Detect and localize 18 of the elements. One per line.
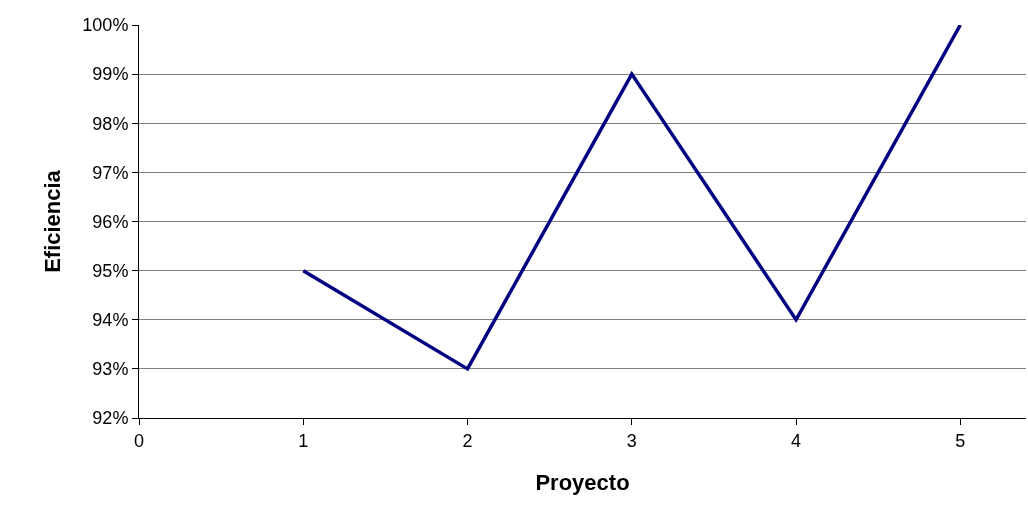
x-tick-label: 3 [626, 430, 637, 451]
x-tick-label: 4 [791, 430, 802, 451]
x-tick-label: 2 [462, 430, 473, 451]
x-axis-title: Proyecto [535, 470, 630, 496]
line-series [301, 25, 963, 371]
y-tick-label: 98% [92, 113, 129, 134]
y-tick-label: 95% [92, 260, 129, 281]
x-tick-label: 0 [133, 430, 145, 451]
y-tick-label: 97% [92, 162, 129, 183]
y-tick-label: 93% [92, 359, 129, 380]
x-tick-label: 1 [298, 430, 309, 451]
y-tick-label: 100% [82, 15, 129, 36]
x-tick-label: 5 [955, 430, 966, 451]
y-tick-label: 92% [92, 408, 129, 429]
y-tick-label: 96% [92, 211, 129, 232]
y-tick-label: 94% [92, 310, 129, 331]
y-axis-title: Eficiencia [40, 169, 66, 273]
y-tick-label: 99% [92, 64, 129, 85]
